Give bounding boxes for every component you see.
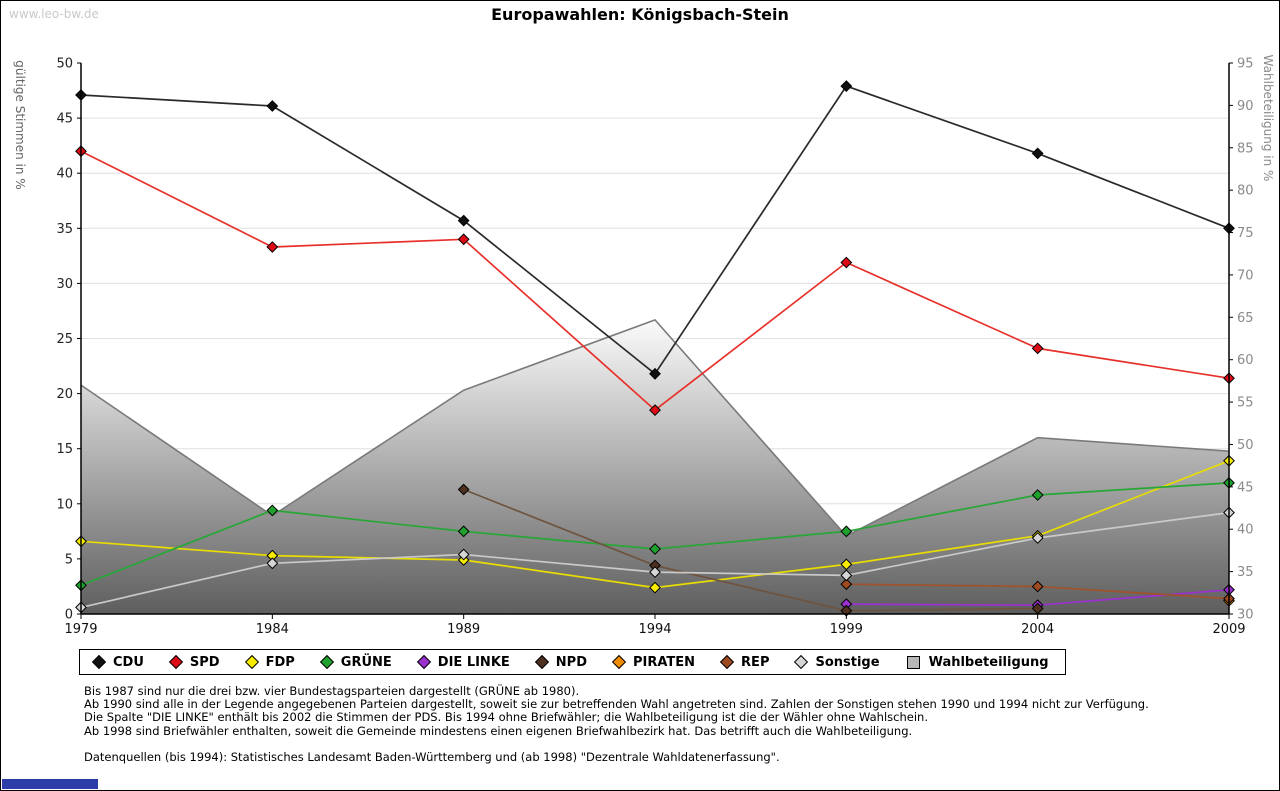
left-axis-title: gültige Stimmen in % (13, 60, 27, 189)
svg-text:1989: 1989 (447, 622, 480, 637)
svg-text:2009: 2009 (1212, 622, 1245, 637)
svg-text:10: 10 (56, 497, 73, 512)
legend-label: Sonstige (815, 654, 880, 670)
legend-label: PIRATEN (632, 654, 696, 670)
svg-text:40: 40 (1237, 523, 1254, 538)
status-bar (2, 779, 98, 789)
svg-text:1984: 1984 (256, 622, 289, 637)
svg-text:35: 35 (56, 222, 73, 237)
legend-diamond-swatch (91, 654, 107, 670)
svg-text:1994: 1994 (638, 622, 671, 637)
points-GRÜNE (75, 476, 1235, 592)
legend-label: CDU (113, 654, 144, 670)
svg-text:15: 15 (56, 442, 73, 457)
series-Sonstige (80, 511, 1230, 609)
legend-item-npd: NPD (534, 654, 587, 670)
series-DIE-LINKE (846, 588, 1230, 607)
series-CDU (80, 85, 1230, 375)
legend-diamond-swatch (534, 654, 549, 670)
svg-text:85: 85 (1237, 141, 1254, 156)
svg-text:20: 20 (56, 387, 73, 402)
legend-item-wahlbeteiligung: Wahlbeteiligung (906, 654, 1049, 670)
svg-text:2004: 2004 (1021, 622, 1054, 637)
legend-item-die-linke: DIE LINKE (416, 654, 510, 670)
legend-label: Wahlbeteiligung (928, 654, 1049, 670)
points-Sonstige (75, 506, 1235, 614)
legend-label: REP (741, 654, 770, 670)
right-axis-title: Wahlbeteiligung in % (1261, 55, 1275, 182)
x-axis-ticks: 1979 1984 1989 1994 1999 2004 2009 (64, 614, 1246, 637)
footnote-line: Ab 1990 sind alle in der Legende angegeb… (84, 697, 1149, 712)
legend-item-rep: REP (719, 654, 770, 670)
svg-text:0: 0 (65, 608, 73, 623)
svg-text:1979: 1979 (64, 622, 97, 637)
svg-text:30: 30 (56, 277, 73, 292)
page-title: Europawahlen: Königsbach-Stein (491, 5, 789, 24)
legend-item-fdp: FDP (244, 654, 295, 670)
legend-diamond-swatch (611, 654, 627, 670)
legend-item-cdu: CDU (91, 654, 144, 670)
svg-text:5: 5 (65, 552, 73, 567)
legend-label: DIE LINKE (437, 654, 510, 670)
svg-text:35: 35 (1237, 565, 1254, 580)
watermark: www.leo-bw.de (9, 7, 99, 21)
footnote-line: Ab 1998 sind Briefwähler enthalten, sowe… (84, 723, 913, 738)
legend-diamond-swatch (168, 654, 183, 670)
election-line-chart: 0 5 10 15 20 25 30 35 40 45 50 30 35 40 45 50 55 60 65 70 75… (13, 55, 1275, 637)
svg-text:1999: 1999 (830, 622, 863, 637)
svg-text:95: 95 (1237, 57, 1254, 72)
legend-diamond-swatch (794, 654, 809, 670)
svg-text:30: 30 (1237, 608, 1254, 623)
svg-text:70: 70 (1237, 268, 1254, 283)
legend-item-piraten: PIRATEN (611, 654, 696, 670)
svg-text:50: 50 (1237, 438, 1254, 453)
svg-text:60: 60 (1237, 353, 1254, 368)
legend-label: GRÜNE (340, 654, 392, 670)
footnotes: Bis 1987 sind nur die drei bzw. vier Bun… (84, 684, 1149, 764)
right-axis-ticks: 30 35 40 45 50 55 60 65 70 75 80 85 90 95 (1229, 57, 1254, 623)
svg-text:80: 80 (1237, 184, 1254, 199)
series-SPD (80, 150, 1230, 411)
legend-diamond-swatch (416, 654, 431, 670)
left-axis-ticks: 0 5 10 15 20 25 30 35 40 45 50 (56, 57, 81, 623)
series-REP (846, 583, 1230, 600)
svg-text:45: 45 (1237, 480, 1254, 495)
legend-diamond-swatch (244, 654, 259, 670)
legend-item-spd: SPD (168, 654, 220, 670)
svg-text:40: 40 (56, 167, 73, 182)
svg-text:90: 90 (1237, 99, 1254, 114)
svg-text:65: 65 (1237, 311, 1254, 326)
footnote-line: Die Spalte "DIE LINKE" enthält bis 2002 … (84, 710, 928, 725)
svg-text:50: 50 (56, 57, 73, 72)
legend-diamond-swatch (719, 654, 735, 670)
source-line: Datenquellen (bis 1994): Statistisches L… (84, 749, 780, 764)
legend-diamond-swatch (319, 654, 334, 670)
svg-text:55: 55 (1237, 396, 1254, 411)
legend-label: SPD (189, 654, 220, 670)
legend-label: NPD (555, 654, 587, 670)
svg-text:45: 45 (56, 112, 73, 127)
legend-item-grüne: GRÜNE (319, 654, 392, 670)
legend-label: FDP (265, 654, 295, 670)
chart-legend: CDU SPD FDP GRÜNE DIE LINKE NPD PIRATEN REP Sons… (79, 649, 1066, 675)
svg-text:25: 25 (56, 332, 73, 347)
series-GRÜNE (80, 482, 1230, 587)
footnote-line: Bis 1987 sind nur die drei bzw. vier Bun… (84, 684, 580, 698)
legend-item-sonstige: Sonstige (794, 654, 880, 670)
svg-text:75: 75 (1237, 226, 1254, 241)
legend-square-swatch (906, 655, 920, 669)
